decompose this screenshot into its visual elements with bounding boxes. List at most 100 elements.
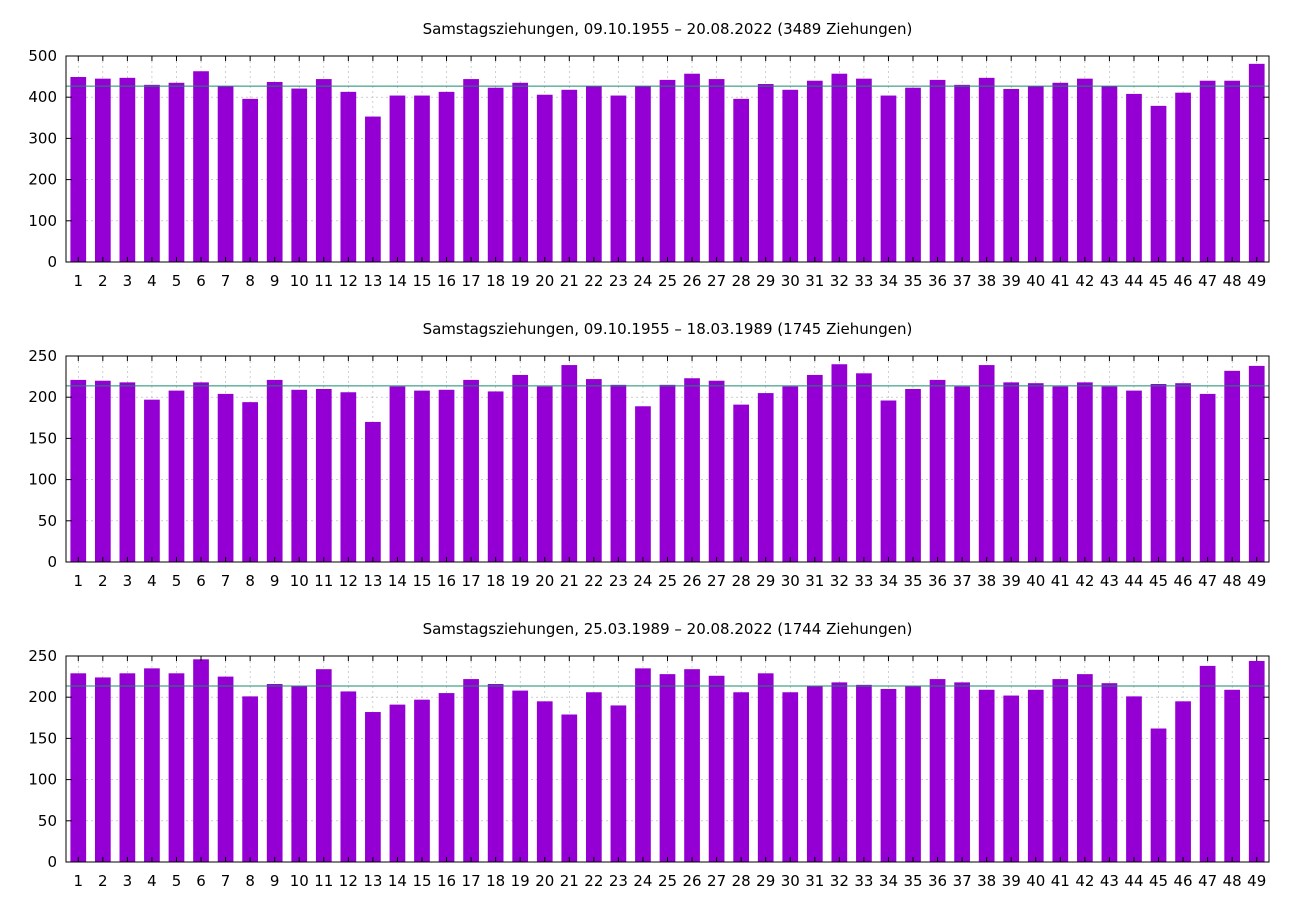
x-tick-label: 43 xyxy=(1100,572,1119,590)
y-tick-label: 200 xyxy=(28,688,57,706)
bar-22 xyxy=(585,379,602,562)
bar-24 xyxy=(635,668,651,862)
bar-10 xyxy=(291,389,308,562)
x-tick-label: 34 xyxy=(879,572,898,590)
chart-title: Samstagsziehungen, 09.10.1955 – 20.08.20… xyxy=(423,20,913,38)
x-tick-label: 29 xyxy=(756,872,775,890)
bar-3 xyxy=(119,673,136,862)
bar-12 xyxy=(340,91,357,263)
y-tick-label: 500 xyxy=(28,47,57,65)
bar-9 xyxy=(266,684,283,862)
x-tick-label: 34 xyxy=(879,872,898,890)
bar-26 xyxy=(684,378,700,562)
x-tick-label: 46 xyxy=(1174,872,1193,890)
x-tick-label: 43 xyxy=(1100,872,1119,890)
bar-32 xyxy=(831,364,848,562)
x-tick-label: 29 xyxy=(756,272,775,290)
x-tick-label: 1 xyxy=(74,272,84,290)
y-tick-label: 250 xyxy=(28,647,57,665)
x-tick-label: 27 xyxy=(707,872,726,890)
x-tick-label: 6 xyxy=(196,272,206,290)
bar-1 xyxy=(70,379,87,562)
bar-29 xyxy=(757,673,774,862)
bar-34 xyxy=(880,95,897,262)
x-tick-label: 19 xyxy=(511,572,530,590)
x-tick-label: 32 xyxy=(830,872,849,890)
y-tick-label: 100 xyxy=(28,212,57,230)
y-tick-label: 300 xyxy=(28,129,57,147)
x-tick-label: 36 xyxy=(928,272,947,290)
x-tick-label: 49 xyxy=(1247,272,1266,290)
y-tick-label: 250 xyxy=(28,347,57,365)
bar-29 xyxy=(757,393,774,562)
x-tick-label: 28 xyxy=(732,272,751,290)
bar-20 xyxy=(536,701,553,862)
x-tick-label: 23 xyxy=(609,272,628,290)
bar-39 xyxy=(1003,695,1020,862)
y-tick-label: 400 xyxy=(28,88,57,106)
x-tick-label: 24 xyxy=(633,872,652,890)
x-tick-label: 11 xyxy=(314,872,333,890)
x-tick-label: 48 xyxy=(1223,272,1242,290)
bar-39 xyxy=(1003,382,1020,562)
chart-title: Samstagsziehungen, 09.10.1955 – 18.03.19… xyxy=(423,320,913,338)
bar-4 xyxy=(144,399,160,562)
x-tick-label: 17 xyxy=(462,872,481,890)
bar-40 xyxy=(1027,86,1044,263)
bar-21 xyxy=(561,89,578,262)
bar-6 xyxy=(193,382,209,562)
x-tick-label: 23 xyxy=(609,572,628,590)
bar-28 xyxy=(733,692,750,862)
bar-3 xyxy=(119,382,136,562)
y-tick-label: 150 xyxy=(28,729,57,747)
bar-36 xyxy=(929,379,946,562)
bar-3 xyxy=(119,77,136,262)
bar-1 xyxy=(70,673,87,862)
bar-14 xyxy=(389,704,406,862)
bar-27 xyxy=(708,380,725,562)
x-tick-label: 16 xyxy=(437,572,456,590)
bar-21 xyxy=(561,714,578,862)
x-tick-label: 27 xyxy=(707,572,726,590)
bar-15 xyxy=(414,699,430,862)
y-tick-label: 0 xyxy=(47,853,57,871)
bar-24 xyxy=(635,406,651,562)
bar-35 xyxy=(905,87,921,262)
bar-17 xyxy=(463,79,479,263)
bar-25 xyxy=(659,384,676,562)
bar-43 xyxy=(1101,683,1118,862)
x-tick-label: 39 xyxy=(1002,272,1021,290)
bar-10 xyxy=(291,686,308,862)
bar-33 xyxy=(856,373,872,562)
y-tick-label: 150 xyxy=(28,429,57,447)
bar-7 xyxy=(217,676,234,862)
x-tick-label: 21 xyxy=(560,272,579,290)
x-tick-label: 30 xyxy=(781,872,800,890)
bar-42 xyxy=(1077,674,1093,862)
bar-26 xyxy=(684,73,700,262)
bar-14 xyxy=(389,386,406,562)
x-tick-label: 1 xyxy=(74,572,84,590)
x-tick-label: 45 xyxy=(1149,872,1168,890)
bar-18 xyxy=(487,684,504,862)
bar-23 xyxy=(610,95,627,262)
x-tick-label: 14 xyxy=(388,272,407,290)
bar-11 xyxy=(315,388,332,562)
x-tick-label: 12 xyxy=(339,872,358,890)
x-tick-label: 25 xyxy=(658,272,677,290)
x-tick-label: 14 xyxy=(388,572,407,590)
x-tick-label: 2 xyxy=(98,272,108,290)
bar-14 xyxy=(389,95,406,262)
x-tick-label: 15 xyxy=(412,272,431,290)
bar-15 xyxy=(414,95,430,262)
bar-37 xyxy=(954,682,970,862)
x-tick-label: 38 xyxy=(977,872,996,890)
bar-15 xyxy=(414,390,430,562)
bar-42 xyxy=(1077,382,1093,562)
y-tick-label: 50 xyxy=(38,512,57,530)
bar-41 xyxy=(1052,679,1069,862)
x-tick-label: 29 xyxy=(756,572,775,590)
bar-27 xyxy=(708,675,725,862)
x-tick-label: 48 xyxy=(1223,872,1242,890)
